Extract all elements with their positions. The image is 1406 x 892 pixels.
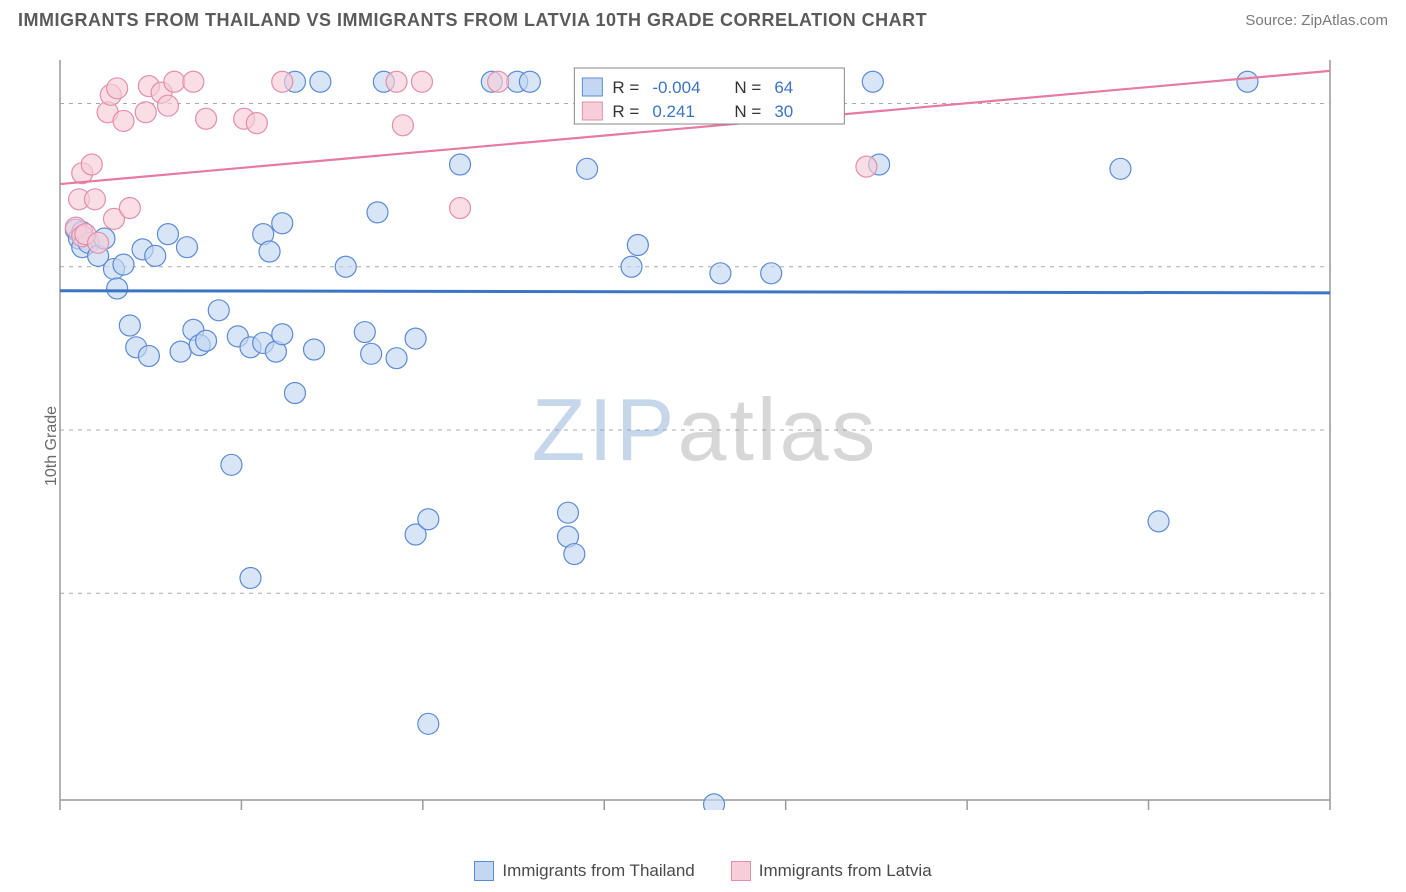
data-point xyxy=(107,78,128,99)
data-point xyxy=(862,71,883,92)
data-point xyxy=(208,300,229,321)
data-point xyxy=(411,71,432,92)
data-point xyxy=(361,343,382,364)
data-point xyxy=(113,254,134,275)
legend-swatch xyxy=(474,861,494,881)
data-point xyxy=(1237,71,1258,92)
data-point xyxy=(856,156,877,177)
stat-r-label: R = xyxy=(612,102,639,121)
source-prefix: Source: xyxy=(1245,12,1301,29)
data-point xyxy=(138,346,159,367)
data-point xyxy=(564,544,585,565)
data-point xyxy=(577,158,598,179)
data-point xyxy=(418,509,439,530)
stat-r-value: -0.004 xyxy=(652,78,700,97)
data-point xyxy=(177,237,198,258)
data-point xyxy=(392,115,413,136)
stat-r-label: R = xyxy=(612,78,639,97)
data-point xyxy=(259,241,280,262)
stat-n-label: N = xyxy=(734,78,761,97)
data-point xyxy=(157,95,178,116)
data-point xyxy=(164,71,185,92)
page-title: IMMIGRANTS FROM THAILAND VS IMMIGRANTS F… xyxy=(18,10,927,31)
legend: Immigrants from Thailand Immigrants from … xyxy=(0,861,1406,886)
data-point xyxy=(196,108,217,129)
data-point xyxy=(119,315,140,336)
data-point xyxy=(145,245,166,266)
data-point xyxy=(386,71,407,92)
data-point xyxy=(272,71,293,92)
data-point xyxy=(284,383,305,404)
data-point xyxy=(272,213,293,234)
data-point xyxy=(170,341,191,362)
trend-line xyxy=(60,291,1330,293)
data-point xyxy=(558,502,579,523)
data-point xyxy=(418,713,439,734)
data-point xyxy=(246,113,267,134)
scatter-chart: 77.5%85.0%92.5%100.0%0.0%20.0%R =-0.004N… xyxy=(50,50,1350,810)
data-point xyxy=(113,110,134,131)
data-point xyxy=(450,154,471,175)
data-point xyxy=(81,154,102,175)
data-point xyxy=(119,198,140,219)
legend-label: Immigrants from Latvia xyxy=(759,861,932,881)
legend-swatch xyxy=(731,861,751,881)
data-point xyxy=(519,71,540,92)
stat-n-label: N = xyxy=(734,102,761,121)
data-point xyxy=(221,454,242,475)
data-point xyxy=(405,328,426,349)
data-point xyxy=(761,263,782,284)
data-point xyxy=(621,256,642,277)
data-point xyxy=(157,224,178,245)
stat-n-value: 30 xyxy=(774,102,793,121)
data-point xyxy=(627,235,648,256)
legend-item: Immigrants from Thailand xyxy=(474,861,694,881)
data-point xyxy=(710,263,731,284)
stat-n-value: 64 xyxy=(774,78,793,97)
data-point xyxy=(367,202,388,223)
data-point xyxy=(135,102,156,123)
data-point xyxy=(488,71,509,92)
data-point xyxy=(386,348,407,369)
data-point xyxy=(240,568,261,589)
data-point xyxy=(354,322,375,343)
data-point xyxy=(84,189,105,210)
data-point xyxy=(704,794,725,810)
data-point xyxy=(107,278,128,299)
data-point xyxy=(450,198,471,219)
data-point xyxy=(310,71,331,92)
data-point xyxy=(1148,511,1169,532)
chart-area: ZIPatlas 77.5%85.0%92.5%100.0%0.0%20.0%R… xyxy=(50,50,1360,810)
data-point xyxy=(183,71,204,92)
source-label: Source: ZipAtlas.com xyxy=(1245,12,1388,29)
data-point xyxy=(304,339,325,360)
data-point xyxy=(196,330,217,351)
data-point xyxy=(335,256,356,277)
data-point xyxy=(1110,158,1131,179)
stat-r-value: 0.241 xyxy=(652,102,695,121)
data-point xyxy=(88,232,109,253)
stat-swatch xyxy=(582,78,602,96)
legend-label: Immigrants from Thailand xyxy=(502,861,694,881)
legend-item: Immigrants from Latvia xyxy=(731,861,932,881)
stat-swatch xyxy=(582,102,602,120)
source-name: ZipAtlas.com xyxy=(1301,12,1388,29)
data-point xyxy=(272,324,293,345)
